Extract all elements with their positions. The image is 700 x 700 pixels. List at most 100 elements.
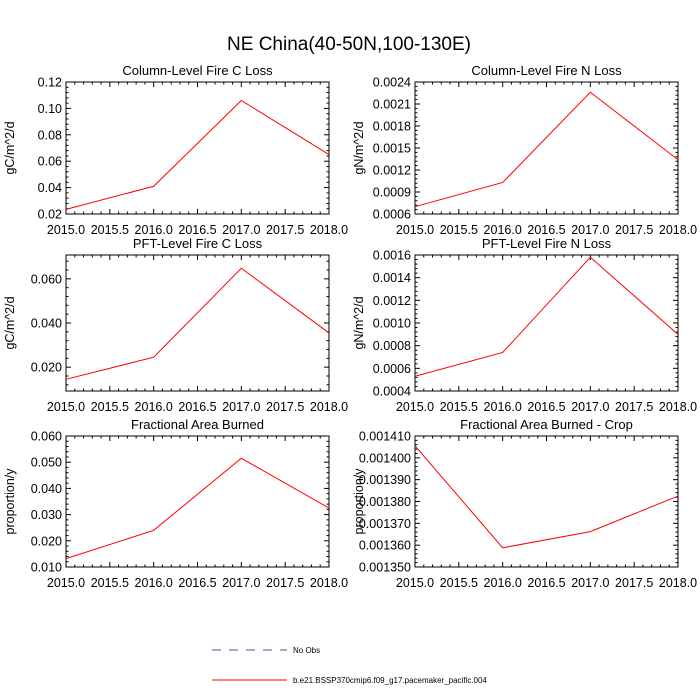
y-tick-label: 0.0014 (373, 271, 411, 285)
y-tick-label: 0.02 (38, 208, 62, 222)
y-tick-label: 0.0012 (373, 164, 411, 178)
x-tick-label: 2015.0 (396, 223, 434, 237)
y-tick-label: 0.020 (31, 361, 62, 375)
y-axis-label: proportion/y (3, 468, 17, 535)
y-tick-label: 0.0008 (373, 339, 411, 353)
y-tick-label: 0.010 (31, 561, 62, 575)
chart-panel-1: Column-Level Fire N Loss 2015.0 2015.5 2016… (352, 63, 697, 237)
y-tick-label: 0.001390 (359, 473, 411, 487)
panel-title: Column-Level Fire N Loss (471, 63, 622, 78)
y-tick-label: 0.020 (31, 534, 62, 548)
plot-frame (65, 435, 330, 568)
figure-title: NE China(40-50N,100-130E) (227, 34, 471, 55)
x-tick-label: 2016.0 (135, 576, 173, 590)
x-tick-label: 2015.5 (91, 400, 129, 414)
y-tick-label: 0.050 (31, 456, 62, 470)
panel-title: Column-Level Fire C Loss (122, 63, 273, 78)
series-line (414, 256, 679, 377)
x-tick-label: 2015.5 (440, 576, 478, 590)
y-tick-label: 0.060 (31, 430, 62, 444)
x-tick-label: 2015.0 (47, 576, 85, 590)
panel-title: PFT-Level Fire N Loss (482, 236, 612, 251)
x-tick-label: 2016.5 (527, 400, 565, 414)
chart-panel-0: Column-Level Fire C Loss 2015.0 2015.5 2016… (3, 63, 348, 237)
x-tick-label: 2017.5 (266, 576, 304, 590)
x-tick-label: 2017.0 (222, 223, 260, 237)
chart-panel-3: PFT-Level Fire N Loss 2015.0 2015.5 2016.0 2… (352, 236, 697, 414)
x-tick-label: 2016.0 (484, 223, 522, 237)
y-tick-label: 0.0015 (373, 142, 411, 156)
y-tick-label: 0.001370 (359, 517, 411, 531)
y-tick-label: 0.06 (38, 155, 62, 169)
y-axis-label: gN/m^2/d (352, 296, 366, 349)
y-tick-label: 0.0018 (373, 120, 411, 134)
x-tick-label: 2016.5 (178, 400, 216, 414)
chart-panel-5: Fractional Area Burned - Crop 2015.0 2015.… (352, 417, 697, 590)
x-tick-label: 2017.5 (615, 576, 653, 590)
y-tick-label: 0.040 (31, 482, 62, 496)
y-axis-label: proportion/y (352, 468, 366, 535)
x-tick-label: 2018.0 (659, 223, 697, 237)
y-tick-label: 0.060 (31, 272, 62, 286)
y-tick-label: 0.001400 (359, 451, 411, 465)
y-tick-label: 0.0006 (373, 362, 411, 376)
y-axis-label: gC/m^2/d (3, 296, 17, 349)
y-tick-label: 0.001350 (359, 561, 411, 575)
x-tick-label: 2015.0 (47, 400, 85, 414)
y-axis-label: gC/m^2/d (3, 121, 17, 174)
y-tick-label: 0.001360 (359, 539, 411, 553)
x-tick-label: 2017.5 (266, 223, 304, 237)
chart-panels: Column-Level Fire C Loss 2015.0 2015.5 2016… (3, 63, 697, 590)
x-tick-label: 2015.0 (396, 400, 434, 414)
plot-frame (414, 254, 679, 392)
x-tick-label: 2018.0 (310, 576, 348, 590)
x-tick-label: 2015.5 (440, 400, 478, 414)
plot-frame (65, 254, 330, 392)
chart-panel-2: PFT-Level Fire C Loss 2015.0 2015.5 2016.0 2… (3, 236, 348, 414)
y-tick-label: 0.0010 (373, 317, 411, 331)
y-tick-label: 0.001380 (359, 495, 411, 509)
x-tick-label: 2015.0 (396, 576, 434, 590)
x-tick-label: 2017.5 (266, 400, 304, 414)
plot-frame (414, 81, 679, 215)
y-tick-label: 0.0021 (373, 98, 411, 112)
x-tick-label: 2017.5 (615, 223, 653, 237)
series-line (414, 91, 679, 208)
x-tick-label: 2016.5 (527, 223, 565, 237)
x-tick-label: 2018.0 (310, 400, 348, 414)
x-tick-label: 2017.0 (222, 400, 260, 414)
plot-frame (414, 435, 679, 568)
y-tick-label: 0.0012 (373, 294, 411, 308)
x-tick-label: 2018.0 (659, 576, 697, 590)
y-tick-label: 0.12 (38, 76, 62, 90)
legend-label-no-obs: No Obs (293, 646, 320, 655)
series-line (65, 267, 330, 380)
plot-frame (65, 81, 330, 215)
x-tick-label: 2016.5 (178, 576, 216, 590)
series-line (414, 445, 679, 549)
x-tick-label: 2016.0 (135, 400, 173, 414)
x-tick-label: 2016.5 (178, 223, 216, 237)
y-tick-label: 0.0024 (373, 76, 411, 90)
y-tick-label: 0.001410 (359, 430, 411, 444)
x-tick-label: 2016.0 (484, 576, 522, 590)
y-tick-label: 0.08 (38, 128, 62, 142)
x-tick-label: 2017.0 (571, 400, 609, 414)
x-tick-label: 2015.5 (91, 223, 129, 237)
panel-title: Fractional Area Burned - Crop (460, 417, 633, 432)
chart-panel-4: Fractional Area Burned 2015.0 2015.5 2016.0… (3, 417, 348, 590)
y-tick-label: 0.0006 (373, 208, 411, 222)
x-tick-label: 2017.0 (222, 576, 260, 590)
y-tick-label: 0.10 (38, 102, 62, 116)
x-tick-label: 2017.0 (571, 223, 609, 237)
y-tick-label: 0.0004 (373, 385, 411, 399)
y-tick-label: 0.030 (31, 508, 62, 522)
series-line (65, 99, 330, 210)
x-tick-label: 2015.5 (91, 576, 129, 590)
x-tick-label: 2016.0 (484, 400, 522, 414)
x-tick-label: 2018.0 (659, 400, 697, 414)
y-tick-label: 0.040 (31, 317, 62, 331)
x-tick-label: 2016.5 (527, 576, 565, 590)
x-tick-label: 2015.5 (440, 223, 478, 237)
y-tick-label: 0.04 (38, 181, 62, 195)
